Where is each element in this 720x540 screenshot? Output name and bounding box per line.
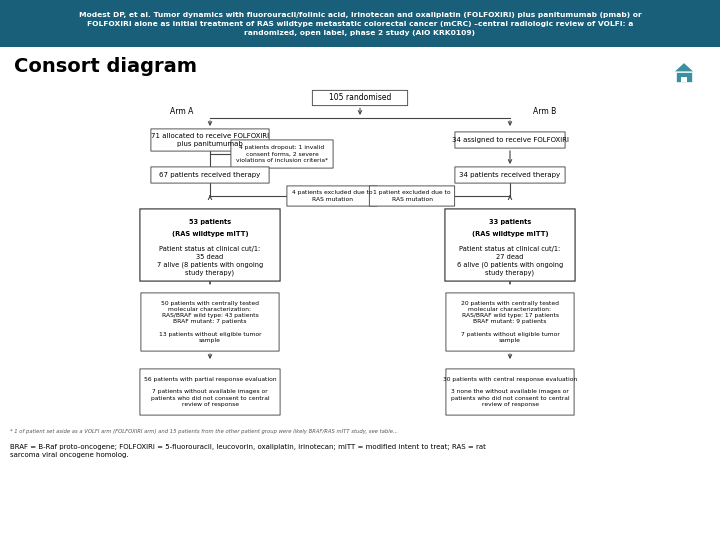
Text: 4 patients dropout: 1 invalid
consent forms, 2 severe
violations of inclusion cr: 4 patients dropout: 1 invalid consent fo… (236, 145, 328, 163)
Text: 30 patients with central response evaluation

3 none the without available image: 30 patients with central response evalua… (443, 377, 577, 407)
FancyBboxPatch shape (312, 90, 408, 106)
Polygon shape (673, 62, 695, 72)
FancyBboxPatch shape (455, 132, 565, 148)
Text: 67 patients received therapy: 67 patients received therapy (159, 172, 261, 178)
Text: 1 patient excluded due to
RAS mutation: 1 patient excluded due to RAS mutation (373, 191, 451, 201)
FancyBboxPatch shape (151, 129, 269, 151)
Text: 53 patients: 53 patients (189, 219, 231, 225)
Text: 56 patients with partial response evaluation

7 patients without available image: 56 patients with partial response evalua… (144, 377, 276, 407)
FancyBboxPatch shape (231, 140, 333, 168)
Text: 33 patients: 33 patients (489, 219, 531, 225)
Text: Patient status at clinical cut/1:
27 dead
6 alive (0 patients with ongoing
study: Patient status at clinical cut/1: 27 dea… (457, 246, 563, 276)
FancyBboxPatch shape (140, 209, 280, 281)
FancyBboxPatch shape (676, 72, 692, 82)
Text: 20 patients with centrally tested
molecular characterization:
RAS/BRAF wild type: 20 patients with centrally tested molecu… (461, 301, 559, 343)
Text: 34 patients received therapy: 34 patients received therapy (459, 172, 561, 178)
Text: 50 patients with centrally tested
molecular characterization:
RAS/BRAF wild type: 50 patients with centrally tested molecu… (158, 301, 261, 343)
Text: Arm A: Arm A (171, 106, 194, 116)
Text: Modest DP, et al. Tumor dynamics with fluorouracil/folinic acid, irinotecan and : Modest DP, et al. Tumor dynamics with fl… (78, 12, 642, 36)
FancyBboxPatch shape (369, 186, 454, 206)
FancyBboxPatch shape (0, 0, 720, 47)
Text: (RAS wildtype mITT): (RAS wildtype mITT) (171, 231, 248, 237)
FancyBboxPatch shape (141, 293, 279, 351)
FancyBboxPatch shape (446, 369, 574, 415)
FancyBboxPatch shape (681, 77, 687, 82)
Text: BRAF = B-Raf proto-oncogene; FOLFOXIRI = 5-fluorouracil, leucovorin, oxaliplatin: BRAF = B-Raf proto-oncogene; FOLFOXIRI =… (10, 444, 486, 458)
Text: 71 allocated to receive FOLFOXIRI
plus panitumumab: 71 allocated to receive FOLFOXIRI plus p… (151, 133, 269, 147)
Text: Consort diagram: Consort diagram (14, 57, 197, 76)
Text: 34 assigned to receive FOLFOXIRI: 34 assigned to receive FOLFOXIRI (451, 137, 569, 143)
FancyBboxPatch shape (445, 209, 575, 281)
Text: * 1 of patient set aside as a VOLFI arm (FOLFOXIRI arm) and 15 patients from the: * 1 of patient set aside as a VOLFI arm … (10, 429, 398, 435)
FancyBboxPatch shape (446, 293, 574, 351)
Text: 4 patients excluded due to
RAS mutation: 4 patients excluded due to RAS mutation (292, 191, 372, 201)
FancyBboxPatch shape (140, 369, 280, 415)
Text: 105 randomised: 105 randomised (329, 93, 391, 103)
Text: Arm B: Arm B (534, 106, 557, 116)
FancyBboxPatch shape (287, 186, 377, 206)
FancyBboxPatch shape (151, 167, 269, 183)
Text: (RAS wildtype mITT): (RAS wildtype mITT) (472, 231, 549, 237)
Text: Patient status at clinical cut/1:
35 dead
7 alive (8 patients with ongoing
study: Patient status at clinical cut/1: 35 dea… (157, 246, 263, 276)
FancyBboxPatch shape (455, 167, 565, 183)
